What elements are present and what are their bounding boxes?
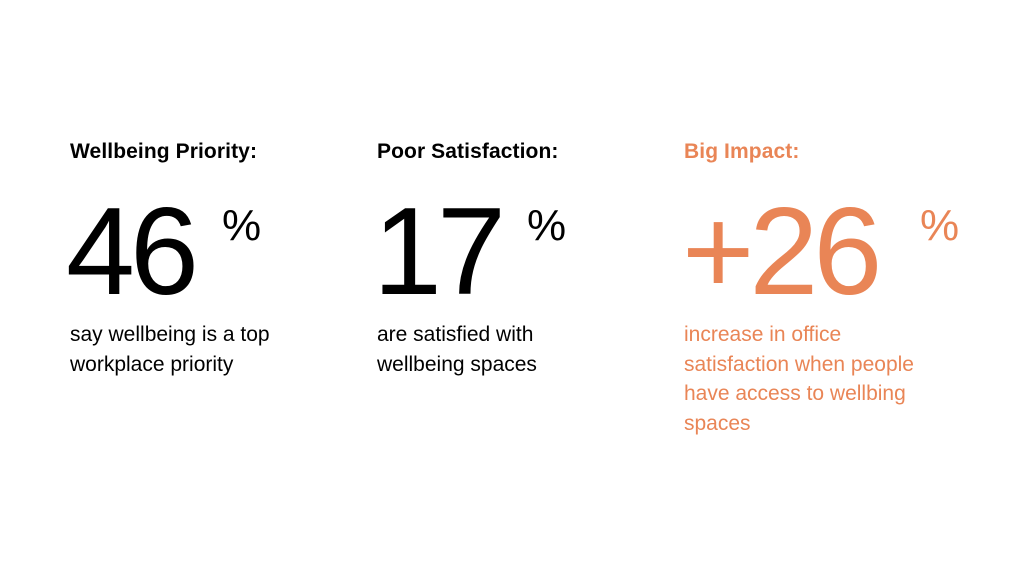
percent-sign: % [222, 201, 262, 250]
stat-figure: 46 % [66, 190, 310, 314]
stat-description: say wellbeing is a top workplace priorit… [70, 323, 270, 376]
stat-description: are satisfied with wellbeing spaces [377, 323, 537, 376]
stat-number: +26 [682, 183, 882, 321]
stat-wellbeing-priority: Wellbeing Priority: 46 % say wellbeing i… [66, 138, 310, 379]
stat-heading: Wellbeing Priority: [70, 140, 258, 163]
stat-description: increase in office satisfaction when peo… [684, 323, 914, 435]
stat-big-impact: Big Impact: +26 % increase in office sat… [682, 138, 959, 438]
stat-poor-satisfaction: Poor Satisfaction: 17 % are satisfied wi… [373, 138, 617, 379]
stat-heading: Big Impact: [684, 140, 800, 163]
stat-figure: 17 % [373, 190, 617, 314]
stat-heading: Poor Satisfaction: [377, 140, 559, 163]
stat-figure: +26 % [682, 190, 959, 314]
stat-number: 46 [66, 183, 199, 321]
percent-sign: % [527, 201, 567, 250]
percent-sign: % [920, 201, 960, 250]
stat-number: 17 [373, 183, 506, 321]
